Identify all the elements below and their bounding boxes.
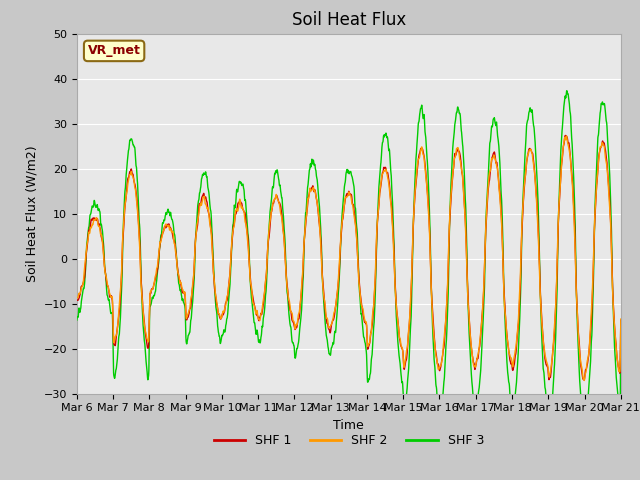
SHF 2 xyxy=(376,185,384,191)
SHF 3 xyxy=(563,88,571,94)
Legend: SHF 1, SHF 2, SHF 3: SHF 1, SHF 2, SHF 3 xyxy=(209,429,489,452)
Line: SHF 1: SHF 1 xyxy=(77,135,621,380)
Line: SHF 2: SHF 2 xyxy=(77,136,621,381)
X-axis label: Time: Time xyxy=(333,419,364,432)
SHF 1 xyxy=(73,298,81,303)
SHF 3 xyxy=(584,392,592,397)
SHF 2 xyxy=(73,295,81,300)
SHF 3 xyxy=(569,157,577,163)
Y-axis label: Soil Heat Flux (W/m2): Soil Heat Flux (W/m2) xyxy=(25,145,38,282)
SHF 2 xyxy=(584,353,592,359)
SHF 1 xyxy=(507,360,515,366)
SHF 1 xyxy=(376,188,384,193)
SHF 2 xyxy=(563,133,570,139)
SHF 1 xyxy=(580,377,588,383)
SHF 3 xyxy=(365,378,372,384)
SHF 1 xyxy=(569,187,577,192)
Text: VR_met: VR_met xyxy=(88,44,141,58)
SHF 2 xyxy=(365,342,372,348)
SHF 2 xyxy=(569,192,577,198)
SHF 2 xyxy=(617,316,625,322)
SHF 1 xyxy=(617,317,625,323)
SHF 3 xyxy=(73,317,81,323)
Line: SHF 3: SHF 3 xyxy=(77,91,621,425)
SHF 1 xyxy=(365,344,372,350)
SHF 2 xyxy=(580,378,588,384)
SHF 2 xyxy=(225,284,232,289)
SHF 2 xyxy=(507,355,515,360)
SHF 3 xyxy=(580,422,588,428)
SHF 3 xyxy=(225,299,232,305)
SHF 1 xyxy=(225,286,232,292)
SHF 3 xyxy=(617,324,625,330)
Title: Soil Heat Flux: Soil Heat Flux xyxy=(292,11,406,29)
SHF 1 xyxy=(584,355,592,360)
SHF 1 xyxy=(562,132,570,138)
SHF 3 xyxy=(507,396,515,402)
SHF 3 xyxy=(376,166,384,171)
